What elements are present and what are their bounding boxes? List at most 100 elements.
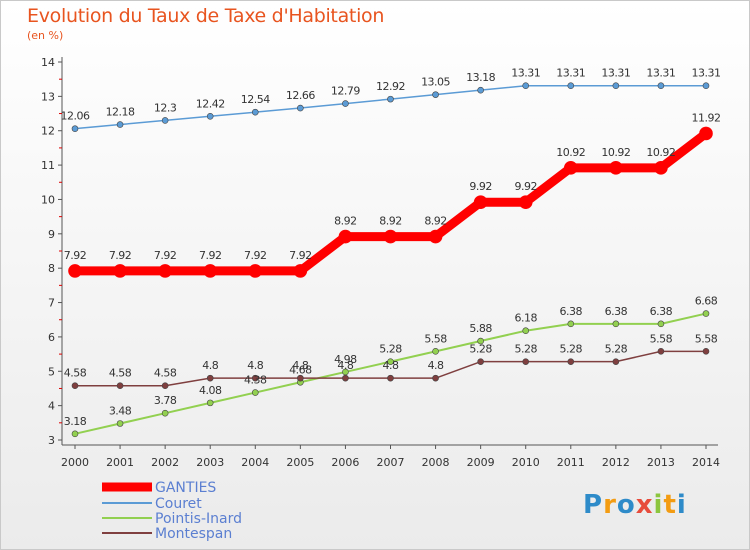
data-label-pointis-inard: 5.28 [379,343,402,356]
x-tick-label: 2012 [602,456,630,469]
x-tick-label: 2001 [106,456,134,469]
data-label-montespan: 4.8 [247,359,263,372]
data-label-montespan: 5.28 [469,343,492,356]
data-point-pointis-inard [432,348,439,355]
data-point-pointis-inard [567,320,575,328]
data-label-couret: 12.18 [106,106,135,119]
data-point-couret [71,125,79,132]
data-label-ganties: 8.92 [424,215,447,228]
data-point-ganties [654,161,668,175]
data-point-couret [161,117,169,124]
data-label-ganties: 7.92 [244,249,267,262]
data-label-ganties: 9.92 [469,180,492,193]
legend-label-pointis-inard: Pointis-Inard [155,511,242,527]
series-lines [68,82,713,438]
x-tick-label: 2003 [196,456,224,469]
data-label-couret: 12.06 [61,110,90,123]
legend-label-couret: Couret [155,496,202,512]
y-tick-label: 5 [48,365,55,378]
data-label-couret: 12.66 [286,89,315,102]
data-point-couret [477,86,484,94]
data-label-ganties: 11.92 [692,111,721,124]
data-point-ganties [518,195,533,210]
data-point-montespan [432,374,439,382]
data-point-montespan [161,382,169,390]
data-point-ganties [248,264,263,278]
x-tick-label: 2004 [241,456,269,469]
data-point-montespan [71,382,79,390]
data-point-pointis-inard [477,337,484,345]
data-label-couret: 12.42 [196,97,225,110]
data-point-pointis-inard [161,409,169,417]
data-label-pointis-inard: 3.78 [154,394,177,407]
data-label-pointis-inard: 5.58 [424,332,447,345]
data-label-montespan: 4.58 [109,367,132,380]
x-tick-label: 2008 [422,456,450,469]
data-point-montespan [297,374,304,382]
x-tick-label: 2006 [331,456,359,469]
data-label-couret: 13.31 [511,67,540,80]
data-label-montespan: 4.8 [292,359,308,372]
data-label-ganties: 7.92 [289,249,312,262]
data-label-montespan: 5.58 [695,332,718,345]
data-point-montespan [251,374,259,382]
data-point-montespan [116,382,124,390]
data-point-ganties [203,264,218,278]
data-point-montespan [657,348,665,355]
data-label-couret: 13.18 [466,71,495,84]
data-label-montespan: 4.58 [64,367,87,380]
data-label-couret: 12.54 [241,93,270,106]
data-point-montespan [387,374,394,382]
data-label-ganties: 7.92 [199,249,222,262]
data-label-ganties: 8.92 [334,215,357,228]
y-axis-unit: (en %) [27,29,64,42]
data-label-montespan: 4.58 [154,367,177,380]
data-point-couret [522,82,530,90]
data-label-ganties: 10.92 [556,146,585,159]
data-point-montespan [206,374,214,382]
y-tick-label: 12 [41,125,55,138]
data-point-ganties [473,195,488,210]
data-point-pointis-inard [702,310,710,317]
data-point-pointis-inard [206,399,214,407]
data-point-montespan [702,348,710,355]
data-labels: 12.06 12.18 12.3 12.42 12.54 12.66 12.79 12.92 1… [61,67,722,428]
y-tick-label: 6 [48,331,55,344]
data-point-couret [387,95,394,103]
data-label-couret: 12.3 [154,101,177,114]
data-label-pointis-inard: 4.98 [334,353,357,366]
data-point-couret [567,82,575,90]
y-tick-label: 11 [41,159,55,172]
data-label-ganties: 10.92 [646,146,675,159]
data-point-couret [432,91,439,98]
data-point-ganties [699,126,713,141]
data-label-couret: 13.31 [601,67,630,80]
data-point-couret [251,108,259,116]
data-point-ganties [158,264,172,278]
data-label-pointis-inard: 6.38 [605,305,628,318]
data-label-pointis-inard: 3.18 [64,415,87,428]
data-label-pointis-inard: 6.68 [695,295,718,308]
axes: 3 4 5 6 7 8 9 10 11 12 13 14 2000 2001 2002 2003 2004 200… [41,56,720,469]
data-label-pointis-inard: 6.18 [514,312,537,325]
data-label-couret: 12.92 [376,80,405,93]
data-point-couret [342,100,349,107]
data-point-montespan [477,358,484,365]
data-point-pointis-inard [251,389,259,396]
data-point-pointis-inard [116,420,124,427]
data-label-ganties: 7.92 [154,249,177,262]
data-point-pointis-inard [387,358,394,365]
data-label-ganties: 7.92 [64,249,87,262]
data-point-montespan [612,358,620,365]
x-tick-label: 2009 [467,456,495,469]
data-label-pointis-inard: 3.48 [109,405,132,418]
data-label-ganties: 9.92 [514,180,537,193]
data-point-montespan [567,358,575,365]
data-point-couret [206,112,214,120]
y-tick-label: 14 [41,56,55,69]
data-point-montespan [342,374,349,382]
data-label-pointis-inard: 4.68 [289,363,312,376]
data-label-ganties: 7.92 [109,249,132,262]
legend-label-ganties: GANTIES [155,480,216,496]
data-label-couret: 13.05 [421,76,450,89]
